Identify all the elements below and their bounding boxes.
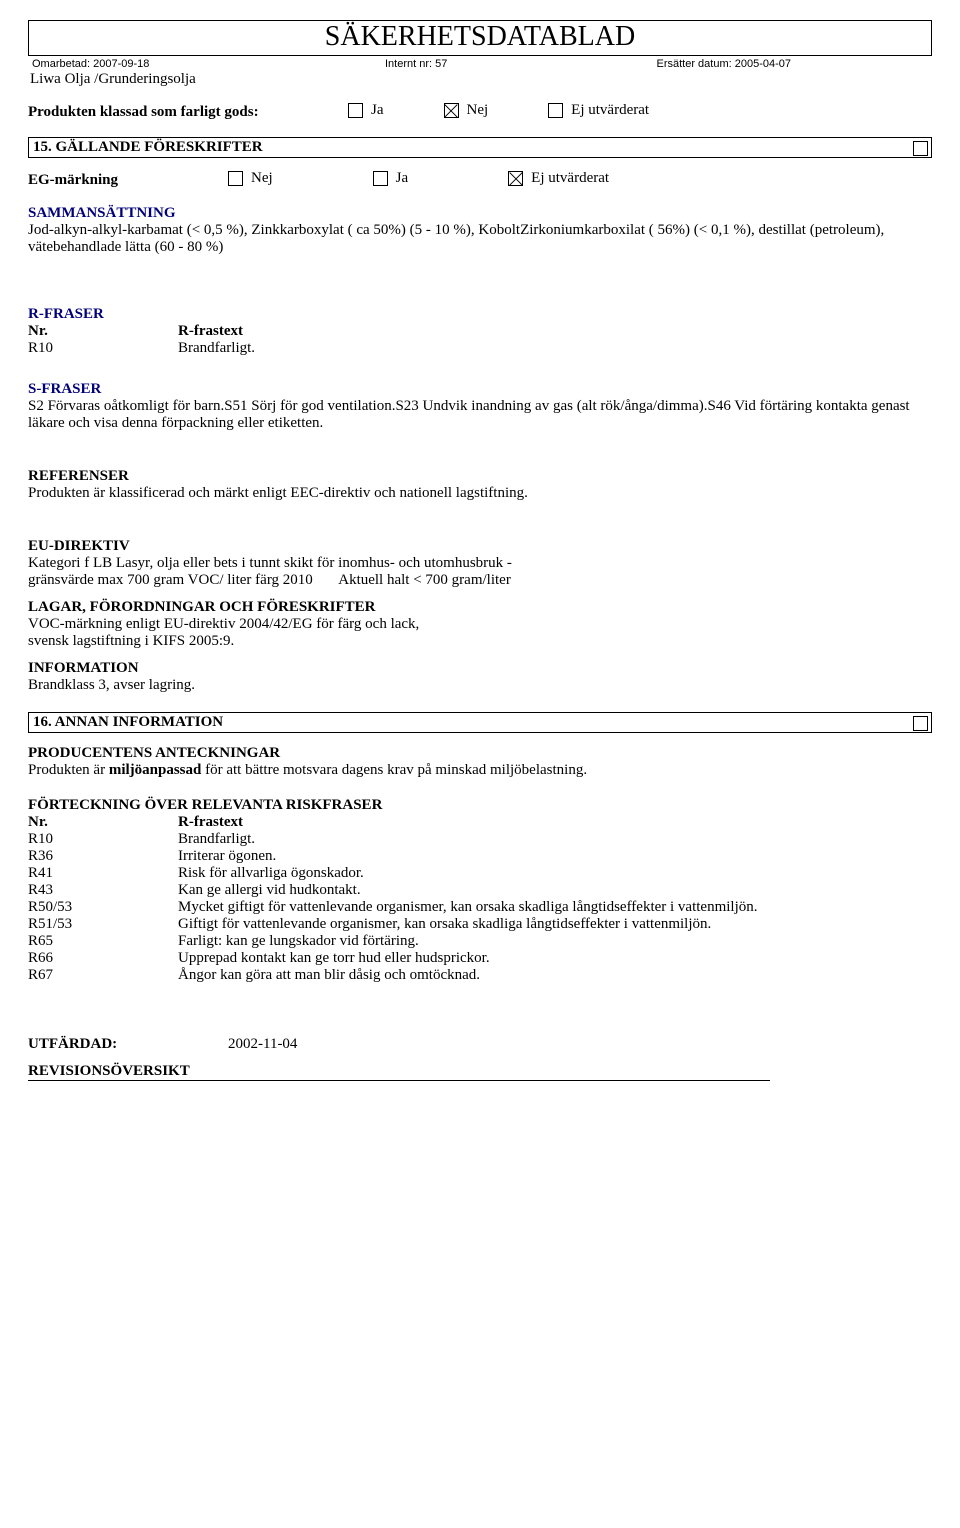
risk-row-nr: R50/53 — [28, 899, 178, 916]
meta-row: Omarbetad: 2007-09-18 Internt nr: 57 Ers… — [28, 58, 932, 70]
risk-row-nr: R66 — [28, 950, 178, 967]
referenser-text: Produkten är klassificerad och märkt enl… — [28, 485, 932, 502]
eg-option: Ja — [373, 170, 409, 187]
sammansattning-heading: SAMMANSÄTTNING — [28, 205, 932, 222]
section-16-trailbox — [913, 716, 928, 731]
meta-center: Internt nr: 57 — [385, 58, 657, 70]
referenser-heading: REFERENSER — [28, 468, 932, 485]
section-16-header: 16. ANNAN INFORMATION — [28, 712, 932, 733]
eg-checkbox[interactable] — [508, 171, 523, 186]
eg-marking-row: EG-märkning Nej Ja Ej utvärderat — [28, 170, 932, 191]
section-15-trailbox — [913, 141, 928, 156]
eg-option: Nej — [228, 170, 273, 187]
hazard-option-label: Ej utvärderat — [571, 102, 649, 119]
revision-heading: REVISIONSÖVERSIKT — [28, 1063, 190, 1079]
sammansattning-text: Jod-alkyn-alkyl-karbamat (< 0,5 %), Zink… — [28, 222, 932, 256]
lagar-heading: LAGAR, FÖRORDNINGAR OCH FÖRESKRIFTER — [28, 599, 932, 616]
risk-row: R41Risk för allvarliga ögonskador. — [28, 865, 932, 882]
risk-row-text: Risk för allvarliga ögonskador. — [178, 865, 932, 882]
hazard-option-label: Ja — [371, 102, 384, 119]
lagar-line2: svensk lagstiftning i KIFS 2005:9. — [28, 633, 932, 650]
risk-col-nr: Nr. — [28, 814, 178, 831]
risk-row: R36Irriterar ögonen. — [28, 848, 932, 865]
risk-row-text: Brandfarligt. — [178, 831, 932, 848]
risk-row-text: Irriterar ögonen. — [178, 848, 932, 865]
information-heading: INFORMATION — [28, 660, 932, 677]
risk-row-text: Giftigt för vattenlevande organismer, ka… — [178, 916, 932, 933]
risk-row-text: Farligt: kan ge lungskador vid förtäring… — [178, 933, 932, 950]
hazard-checkbox[interactable] — [444, 103, 459, 118]
risk-row: R66Upprepad kontakt kan ge torr hud elle… — [28, 950, 932, 967]
meta-right: Ersätter datum: 2005-04-07 — [656, 58, 928, 70]
risk-row-text: Mycket giftigt för vattenlevande organis… — [178, 899, 932, 916]
rfraser-row-nr: R10 — [28, 340, 178, 357]
hazard-option: Nej — [444, 102, 489, 119]
hazard-class-row: Produkten klassad som farligt gods: Ja Ne… — [28, 102, 932, 123]
eg-checkbox[interactable] — [228, 171, 243, 186]
risk-row-nr: R43 — [28, 882, 178, 899]
producent-bold: miljöanpassad — [109, 762, 202, 778]
sfraser-heading: S-FRASER — [28, 381, 932, 398]
risk-row-text: Kan ge allergi vid hudkontakt. — [178, 882, 932, 899]
riskfraser-heading: FÖRTECKNING ÖVER RELEVANTA RISKFRASER — [28, 797, 932, 814]
risk-row-nr: R51/53 — [28, 916, 178, 933]
eu-l2b: Aktuell halt < 700 gram/liter — [338, 572, 511, 588]
rfraser-col-txt: R-frastext — [178, 323, 932, 340]
producent-heading: PRODUCENTENS ANTECKNINGAR — [28, 745, 932, 762]
eg-option: Ej utvärderat — [508, 170, 609, 187]
eu-l2a: gränsvärde max 700 gram VOC/ liter färg … — [28, 572, 313, 588]
sfraser-text: S2 Förvaras oåtkomligt för barn.S51 Sörj… — [28, 398, 932, 432]
risk-row-nr: R65 — [28, 933, 178, 950]
risk-row-nr: R10 — [28, 831, 178, 848]
producent-post: för att bättre motsvara dagens krav på m… — [201, 762, 587, 778]
risk-row: R43Kan ge allergi vid hudkontakt. — [28, 882, 932, 899]
hazard-class-label: Produkten klassad som farligt gods: — [28, 104, 348, 121]
information-text: Brandklass 3, avser lagring. — [28, 677, 932, 694]
risk-row-nr: R36 — [28, 848, 178, 865]
hazard-option-label: Nej — [467, 102, 489, 119]
section-15-title: 15. GÄLLANDE FÖRESKRIFTER — [33, 139, 263, 155]
risk-row-text: Ångor kan göra att man blir dåsig och om… — [178, 967, 932, 984]
risk-row-nr: R67 — [28, 967, 178, 984]
risk-row-text: Upprepad kontakt kan ge torr hud eller h… — [178, 950, 932, 967]
risk-row-nr: R41 — [28, 865, 178, 882]
eu-direktiv-line1: Kategori f LB Lasyr, olja eller bets i t… — [28, 555, 932, 572]
meta-left: Omarbetad: 2007-09-18 — [32, 58, 385, 70]
eg-option-label: Ja — [396, 170, 409, 187]
lagar-line1: VOC-märkning enligt EU-direktiv 2004/42/… — [28, 616, 932, 633]
risk-row: R65Farligt: kan ge lungskador vid förtär… — [28, 933, 932, 950]
product-name: Liwa Olja /Grunderingsolja — [28, 71, 932, 88]
risk-row: R10Brandfarligt. — [28, 831, 932, 848]
doc-title: SÄKERHETSDATABLAD — [325, 21, 635, 52]
utfardad-date: 2002-11-04 — [228, 1036, 932, 1053]
section-16-title: 16. ANNAN INFORMATION — [33, 714, 223, 730]
eg-checkbox[interactable] — [373, 171, 388, 186]
eu-direktiv-line2: gränsvärde max 700 gram VOC/ liter färg … — [28, 572, 932, 589]
utfardad-label: UTFÄRDAD: — [28, 1036, 228, 1053]
rfraser-heading: R-FRASER — [28, 306, 932, 323]
risk-row: R50/53Mycket giftigt för vattenlevande o… — [28, 899, 932, 916]
hazard-option: Ja — [348, 102, 384, 119]
eu-direktiv-heading: EU-DIREKTIV — [28, 538, 932, 555]
producent-text: Produkten är miljöanpassad för att bättr… — [28, 762, 932, 779]
eg-marking-label: EG-märkning — [28, 172, 228, 189]
eg-option-label: Ej utvärderat — [531, 170, 609, 187]
doc-title-box: SÄKERHETSDATABLAD — [28, 20, 932, 56]
section-15-header: 15. GÄLLANDE FÖRESKRIFTER — [28, 137, 932, 158]
hazard-option: Ej utvärderat — [548, 102, 649, 119]
rfraser-row-txt: Brandfarligt. — [178, 340, 932, 357]
hazard-checkbox[interactable] — [548, 103, 563, 118]
hazard-checkbox[interactable] — [348, 103, 363, 118]
risk-row: R67Ångor kan göra att man blir dåsig och… — [28, 967, 932, 984]
risk-row: R51/53Giftigt för vattenlevande organism… — [28, 916, 932, 933]
eg-option-label: Nej — [251, 170, 273, 187]
rfraser-col-nr: Nr. — [28, 323, 178, 340]
producent-pre: Produkten är — [28, 762, 109, 778]
risk-col-txt: R-frastext — [178, 814, 932, 831]
